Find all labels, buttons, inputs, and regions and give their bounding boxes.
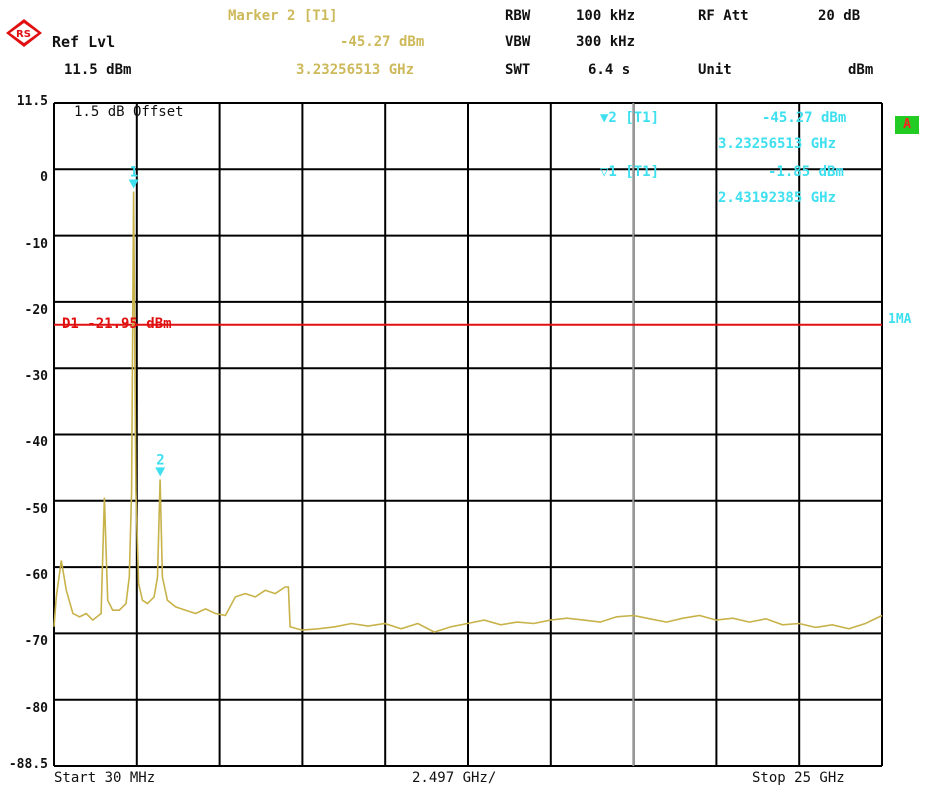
stop-frequency: Stop 25 GHz	[752, 770, 845, 786]
display-line-label: D1 -21.95 dBm	[62, 315, 172, 332]
marker1-tag: ▽1 [T1]	[600, 164, 660, 180]
marker-2-label: 2	[156, 452, 164, 468]
ref-level-label: Ref Lvl	[52, 33, 116, 51]
marker1-frequency: 2.43192385 GHz	[718, 190, 837, 206]
sweep-time-label: SWT	[505, 62, 531, 78]
svg-text:RS: RS	[16, 29, 31, 40]
marker-frequency: 3.23256513 GHz	[296, 62, 415, 78]
sweep-time-value: 6.4 s	[588, 62, 631, 78]
y-tick-label: -40	[24, 435, 48, 451]
marker1-level: -1.85 dBm	[768, 164, 844, 180]
marker-2-triangle	[155, 467, 166, 477]
rs-logo-icon: RS	[6, 19, 42, 47]
marker2-level: -45.27 dBm	[762, 110, 847, 126]
unit-value: dBm	[848, 62, 874, 78]
vbw-value: 300 kHz	[576, 34, 636, 50]
marker-1-triangle	[128, 179, 139, 189]
trace-badge: A	[895, 116, 919, 134]
rbw-value: 100 kHz	[576, 8, 636, 24]
span-per-division: 2.497 GHz/	[412, 770, 497, 786]
rf-att-label: RF Att	[698, 8, 749, 24]
rf-att-value: 20 dB	[818, 8, 861, 24]
y-tick-label: -20	[24, 302, 48, 318]
detector-label: 1MA	[888, 312, 912, 327]
start-frequency: Start 30 MHz	[54, 770, 156, 786]
y-tick-label: -60	[24, 568, 48, 584]
y-tick-label: 0	[40, 170, 48, 186]
y-tick-label: -70	[24, 634, 48, 650]
marker-level: -45.27 dBm	[340, 34, 425, 50]
ref-level-value: 11.5 dBm	[64, 62, 132, 78]
trace-line	[53, 191, 883, 633]
y-tick-label: -30	[24, 369, 48, 385]
y-tick-label: -88.5	[8, 757, 48, 772]
offset-text: 1.5 dB Offset	[74, 104, 184, 120]
y-tick-label: -80	[24, 700, 48, 716]
unit-label: Unit	[698, 62, 732, 78]
markers-group: 12	[128, 165, 166, 477]
rbw-label: RBW	[505, 8, 531, 24]
marker-1-label: 1	[130, 165, 138, 181]
vbw-label: VBW	[505, 34, 531, 50]
y-tick-label: -50	[24, 501, 48, 517]
y-tick-label: -10	[24, 236, 48, 252]
marker2-frequency: 3.23256513 GHz	[718, 136, 837, 152]
marker-title: Marker 2 [T1]	[228, 8, 338, 24]
y-tick-label: 11.5	[16, 94, 48, 109]
marker2-tag: ▼2 [T1]	[600, 110, 660, 126]
